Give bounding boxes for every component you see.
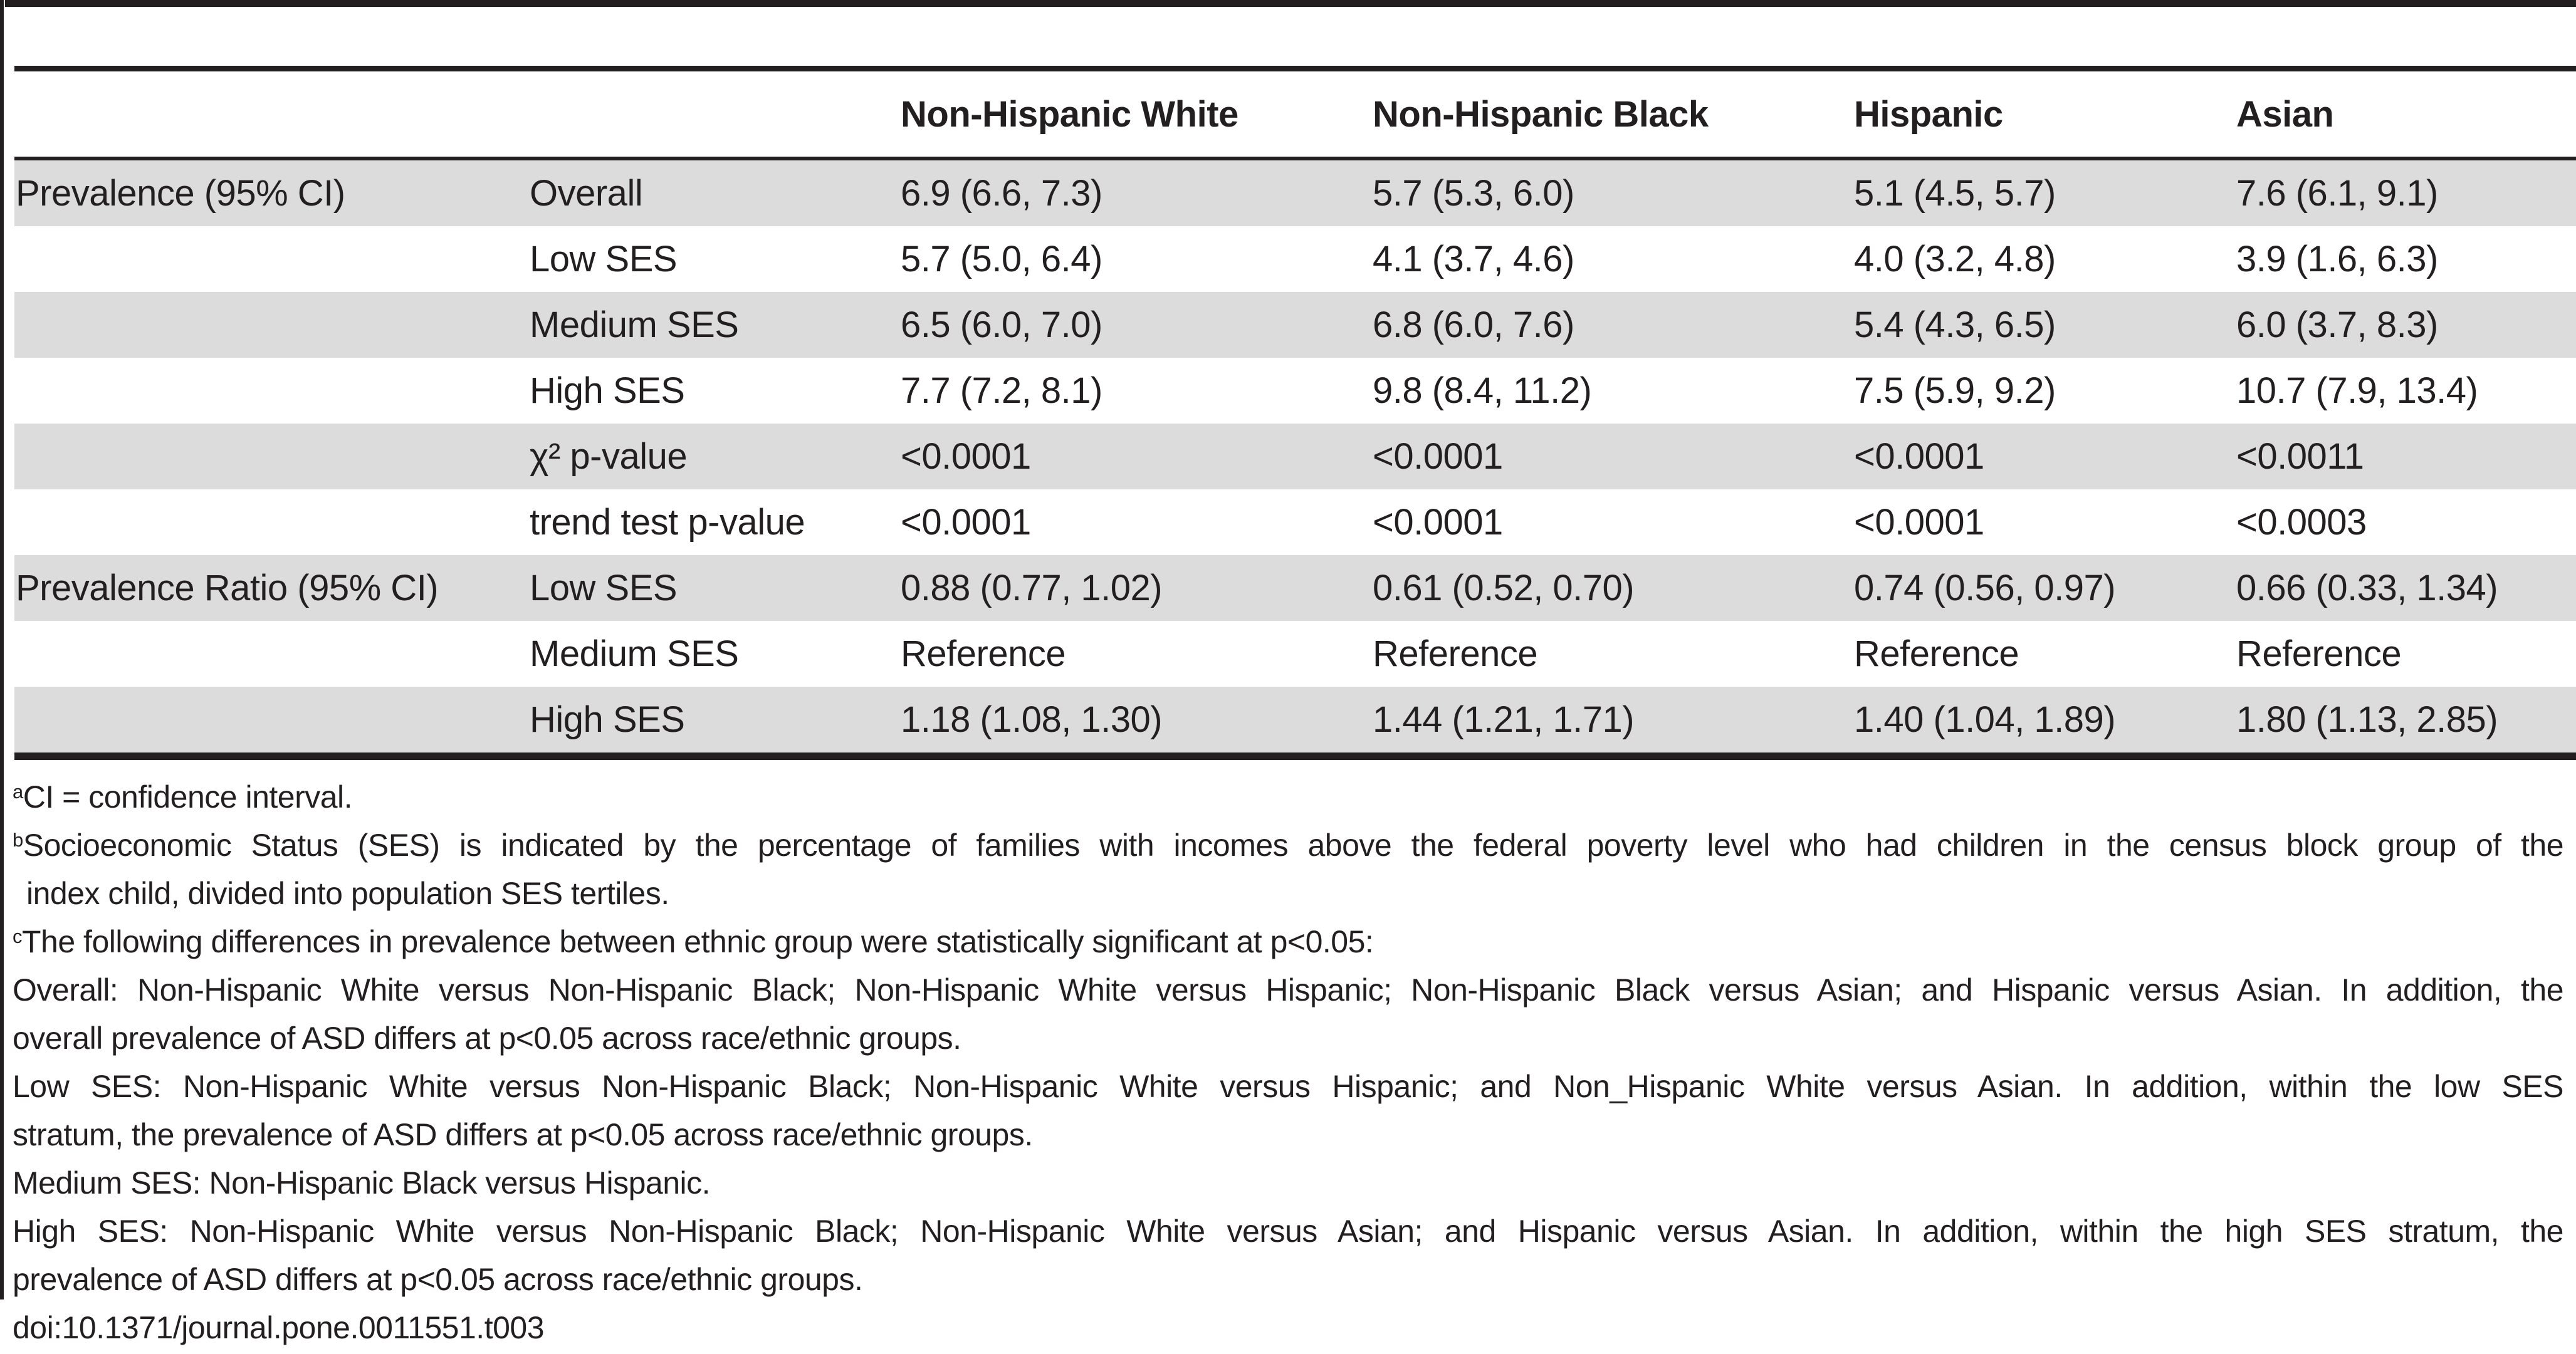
footnote-line: High SES: Non-Hispanic White versus Non-… bbox=[13, 1209, 2564, 1258]
column-header-non-hispanic-white: Non-Hispanic White bbox=[901, 93, 1238, 135]
footnote-text: Low SES: Non-Hispanic White versus Non-H… bbox=[13, 1069, 2564, 1104]
footnote-line: aCI = confidence interval. bbox=[13, 775, 2563, 823]
cell-value: 6.0 (3.7, 8.3) bbox=[2236, 305, 2438, 345]
table-footnotes: aCI = confidence interval. bSocioeconomi… bbox=[13, 775, 2564, 1354]
cell-value: 6.8 (6.0, 7.6) bbox=[1373, 305, 1574, 345]
cell-value: 0.61 (0.52, 0.70) bbox=[1373, 568, 1635, 608]
cell-value: Reference bbox=[1854, 633, 2019, 674]
cell-value: 5.7 (5.0, 6.4) bbox=[901, 239, 1102, 279]
cell-value: <0.0001 bbox=[901, 436, 1031, 477]
table-row: Medium SES 6.5 (6.0, 7.0) 6.8 (6.0, 7.6)… bbox=[14, 292, 2576, 358]
footnote-line: Low SES: Non-Hispanic White versus Non-H… bbox=[13, 1065, 2564, 1113]
row-stratum-label: Medium SES bbox=[530, 305, 739, 345]
footnote-line: index child, divided into population SES… bbox=[13, 872, 2563, 920]
cell-value: 6.9 (6.6, 7.3) bbox=[901, 173, 1102, 214]
cell-value: Reference bbox=[1373, 633, 1538, 674]
footnote-line: overall prevalence of ASD differs at p<0… bbox=[13, 1016, 2563, 1065]
table-row: trend test p-value <0.0001 <0.0001 <0.00… bbox=[14, 489, 2576, 555]
row-stratum-label-chi-square: χ² p-value bbox=[530, 436, 688, 477]
row-stratum-label: High SES bbox=[530, 699, 685, 740]
table-row: χ² p-value <0.0001 <0.0001 <0.0001 <0.00… bbox=[14, 424, 2576, 489]
cell-value: <0.0001 bbox=[901, 502, 1031, 543]
cell-value: 9.8 (8.4, 11.2) bbox=[1373, 370, 1592, 411]
cell-value: 5.1 (4.5, 5.7) bbox=[1854, 173, 2056, 214]
cell-value: 7.7 (7.2, 8.1) bbox=[901, 370, 1102, 411]
cell-value: Reference bbox=[2236, 633, 2402, 674]
cell-value: 0.74 (0.56, 0.97) bbox=[1854, 568, 2116, 608]
table-row: High SES 1.18 (1.08, 1.30) 1.44 (1.21, 1… bbox=[14, 687, 2576, 753]
cell-value: <0.0001 bbox=[1854, 436, 1984, 477]
table-row: Low SES 5.7 (5.0, 6.4) 4.1 (3.7, 4.6) 4.… bbox=[14, 226, 2576, 292]
cell-value: 6.5 (6.0, 7.0) bbox=[901, 305, 1102, 345]
footnote-text: prevalence of ASD differs at p<0.05 acro… bbox=[13, 1262, 863, 1297]
row-stratum-label: trend test p-value bbox=[530, 502, 805, 543]
row-stratum-label: Medium SES bbox=[530, 633, 739, 674]
cell-value: <0.0011 bbox=[2236, 436, 2364, 477]
column-header-hispanic: Hispanic bbox=[1854, 93, 2003, 135]
footnote-marker: b bbox=[13, 828, 23, 851]
footnote-text: Overall: Non-Hispanic White versus Non-H… bbox=[13, 972, 2564, 1008]
footnote-line: Overall: Non-Hispanic White versus Non-H… bbox=[13, 968, 2564, 1016]
cell-value: 7.5 (5.9, 9.2) bbox=[1854, 370, 2056, 411]
cell-value: 1.80 (1.13, 2.85) bbox=[2236, 699, 2498, 740]
footnote-text: doi:10.1371/journal.pone.0011551.t003 bbox=[13, 1310, 545, 1345]
caption-bar-remnant bbox=[5, 0, 2576, 7]
cell-value: 10.7 (7.9, 13.4) bbox=[2236, 370, 2478, 411]
table-row: Prevalence (95% CI) Overall 6.9 (6.6, 7.… bbox=[14, 160, 2576, 226]
footnote-text: The following differences in prevalence … bbox=[22, 924, 1374, 959]
cell-value: 5.7 (5.3, 6.0) bbox=[1373, 173, 1574, 214]
cell-value: <0.0001 bbox=[1373, 436, 1503, 477]
row-group-label: Prevalence (95% CI) bbox=[16, 173, 345, 214]
footnote-line: cThe following differences in prevalence… bbox=[13, 920, 2563, 968]
cell-value: 5.4 (4.3, 6.5) bbox=[1854, 305, 2056, 345]
footnote-text: overall prevalence of ASD differs at p<0… bbox=[13, 1021, 961, 1056]
table-header-row: Non-Hispanic White Non-Hispanic Black Hi… bbox=[14, 71, 2576, 157]
footnote-marker: c bbox=[13, 925, 23, 947]
footnote-line: Medium SES: Non-Hispanic Black versus Hi… bbox=[13, 1161, 2563, 1209]
cell-value: <0.0003 bbox=[2236, 502, 2367, 543]
footnote-line: bSocioeconomic Status (SES) is indicated… bbox=[13, 823, 2564, 872]
footnote-line: stratum, the prevalence of ASD differs a… bbox=[13, 1113, 2563, 1161]
row-stratum-label: Low SES bbox=[530, 568, 678, 608]
footnote-text: index child, divided into population SES… bbox=[26, 876, 669, 911]
cell-value: <0.0001 bbox=[1854, 502, 1984, 543]
table-header-rule bbox=[14, 157, 2576, 160]
page-left-rule bbox=[0, 0, 4, 1299]
table-bottom-rule bbox=[14, 753, 2576, 760]
column-header-asian: Asian bbox=[2236, 93, 2334, 135]
footnote-text: CI = confidence interval. bbox=[23, 779, 353, 815]
table-row: High SES 7.7 (7.2, 8.1) 9.8 (8.4, 11.2) … bbox=[14, 358, 2576, 424]
footnote-line: prevalence of ASD differs at p<0.05 acro… bbox=[13, 1258, 2563, 1306]
cell-value: <0.0001 bbox=[1373, 502, 1503, 543]
footnote-text: Socioeconomic Status (SES) is indicated … bbox=[23, 828, 2564, 863]
cell-value: 1.44 (1.21, 1.71) bbox=[1373, 699, 1635, 740]
cell-value: 3.9 (1.6, 6.3) bbox=[2236, 239, 2438, 279]
footnote-text: stratum, the prevalence of ASD differs a… bbox=[13, 1117, 1033, 1152]
doi-text: doi:10.1371/journal.pone.0011551.t003 bbox=[13, 1306, 2563, 1354]
cell-value: 7.6 (6.1, 9.1) bbox=[2236, 173, 2438, 214]
cell-value: 1.40 (1.04, 1.89) bbox=[1854, 699, 2116, 740]
footnote-marker: a bbox=[13, 780, 23, 803]
row-group-label: Prevalence Ratio (95% CI) bbox=[16, 568, 439, 608]
prevalence-table: Non-Hispanic White Non-Hispanic Black Hi… bbox=[14, 66, 2576, 760]
row-stratum-label: Low SES bbox=[530, 239, 678, 279]
row-stratum-label: High SES bbox=[530, 370, 685, 411]
cell-value: Reference bbox=[901, 633, 1066, 674]
cell-value: 0.88 (0.77, 1.02) bbox=[901, 568, 1163, 608]
cell-value: 1.18 (1.08, 1.30) bbox=[901, 699, 1163, 740]
table-row: Prevalence Ratio (95% CI) Low SES 0.88 (… bbox=[14, 555, 2576, 621]
table-top-rule bbox=[14, 66, 2576, 71]
cell-value: 4.0 (3.2, 4.8) bbox=[1854, 239, 2056, 279]
footnote-text: Medium SES: Non-Hispanic Black versus Hi… bbox=[13, 1165, 711, 1200]
column-header-non-hispanic-black: Non-Hispanic Black bbox=[1373, 93, 1709, 135]
cell-value: 0.66 (0.33, 1.34) bbox=[2236, 568, 2498, 608]
row-stratum-label: Overall bbox=[530, 173, 643, 214]
table-row: Medium SES Reference Reference Reference… bbox=[14, 621, 2576, 687]
cell-value: 4.1 (3.7, 4.6) bbox=[1373, 239, 1574, 279]
footnote-text: High SES: Non-Hispanic White versus Non-… bbox=[13, 1214, 2564, 1249]
